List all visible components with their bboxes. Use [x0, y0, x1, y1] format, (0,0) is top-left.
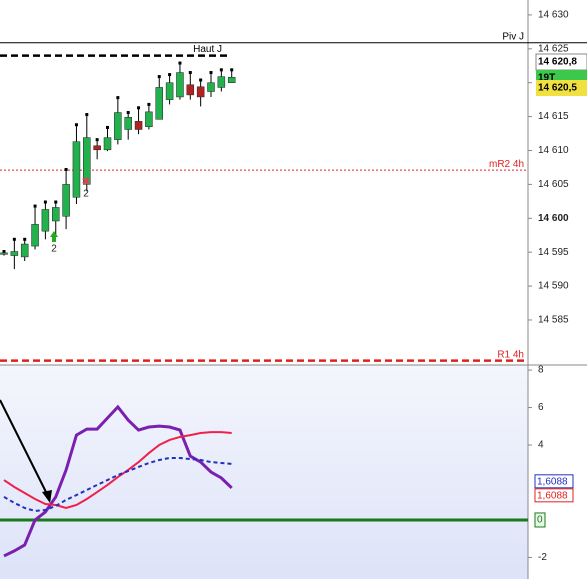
- price-tag: 14 620,5: [538, 83, 577, 94]
- value-tag: 1,6088: [537, 490, 568, 501]
- candle-high-dot: [116, 96, 120, 100]
- osc-line: [3, 431, 232, 510]
- candle-body: [93, 145, 101, 151]
- y-tick-label: 4: [538, 440, 544, 451]
- candle-high-dot: [85, 113, 89, 117]
- value-tag-bg: [534, 474, 574, 489]
- y-tick-label: 8: [538, 365, 544, 376]
- candle-body: [124, 117, 132, 130]
- candle-high-dot: [219, 68, 223, 72]
- candle-high-dot: [147, 102, 151, 106]
- candle-high-dot: [126, 111, 130, 115]
- candle-high-dot: [54, 200, 58, 204]
- candle-body: [207, 82, 215, 92]
- y-tick-label: -2: [538, 552, 547, 563]
- candle-high-dot: [230, 68, 234, 72]
- y-tick-label: 14 625: [538, 43, 569, 54]
- level-label: R1 4h: [497, 349, 524, 360]
- candle-high-dot: [43, 200, 47, 204]
- candle-body: [0, 252, 8, 255]
- annotation: 2: [51, 244, 57, 255]
- candle-high-dot: [33, 204, 37, 208]
- y-tick-label: 14 600: [538, 213, 569, 224]
- zero-tag: 0: [537, 515, 543, 526]
- osc-line: [3, 456, 232, 512]
- candle-high-dot: [106, 125, 109, 129]
- candle-body: [72, 141, 81, 198]
- candle-body: [41, 209, 50, 232]
- candle-body: [103, 137, 112, 151]
- candle-high-dot: [23, 237, 27, 241]
- candle-body: [155, 87, 163, 120]
- price-tag: 14 620,8: [538, 57, 577, 68]
- value-tag: 1,6088: [537, 476, 568, 487]
- price-tag-bg: [536, 80, 587, 96]
- level-label: Haut J: [193, 44, 222, 55]
- y-tick-label: 14 615: [538, 111, 569, 122]
- candle-body: [186, 84, 195, 96]
- value-tag-bg: [534, 488, 574, 503]
- level-label: Piv J: [502, 31, 524, 42]
- candle-high-dot: [95, 138, 99, 142]
- candle-body: [83, 137, 91, 185]
- sell-cross: ✖: [82, 177, 90, 188]
- candle-body: [196, 86, 205, 98]
- candle-body: [20, 243, 29, 258]
- candle-high-dot: [209, 71, 213, 75]
- candle-high-dot: [64, 167, 68, 171]
- candle-body: [31, 224, 39, 247]
- y-tick-label: 14 605: [538, 179, 569, 190]
- candle-high-dot: [2, 250, 6, 254]
- y-tick-label: 14 585: [538, 315, 569, 326]
- annotation: 2: [83, 189, 89, 200]
- zero-tag-bg: [534, 512, 546, 528]
- candle-high-dot: [188, 71, 192, 75]
- candle-body: [52, 207, 60, 222]
- candle-body: [62, 184, 70, 217]
- y-tick-label: 14 610: [538, 145, 569, 156]
- arrow-head: [42, 490, 52, 503]
- buy-arrow: [50, 231, 58, 242]
- arrow: [0, 399, 51, 501]
- candle-high-dot: [168, 73, 172, 77]
- candle-body: [114, 112, 122, 140]
- candle-high-dot: [178, 61, 182, 65]
- y-tick-label: 6: [538, 402, 544, 413]
- candle-high-dot: [157, 75, 161, 79]
- candle-body: [176, 72, 184, 98]
- price-tag: 19T: [538, 73, 555, 84]
- level-label: mR2 4h: [489, 159, 524, 170]
- candle-body: [10, 251, 19, 256]
- y-tick-label: 14 630: [538, 10, 569, 21]
- candle-body: [134, 121, 143, 130]
- candle-high-dot: [74, 123, 78, 127]
- candle-high-dot: [199, 78, 203, 82]
- candle-high-dot: [137, 106, 141, 110]
- candle-body: [227, 77, 236, 83]
- y-tick-label: 14 590: [538, 281, 569, 292]
- candle-high-dot: [12, 237, 16, 241]
- candle-body: [165, 82, 174, 100]
- candle-body: [145, 111, 153, 128]
- osc-line: [3, 404, 233, 558]
- oscillator-bg: [0, 365, 528, 579]
- y-tick-label: 14 595: [538, 247, 569, 258]
- candle-body: [217, 76, 226, 88]
